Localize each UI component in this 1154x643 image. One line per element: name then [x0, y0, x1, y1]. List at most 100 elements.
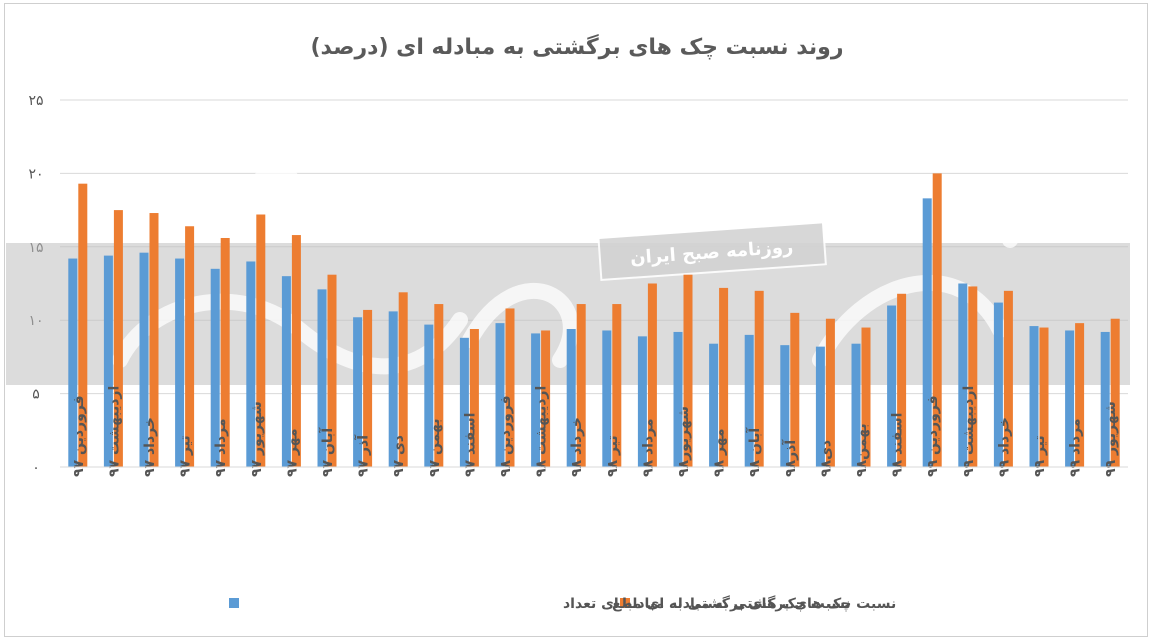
bar-series-1: [754, 290, 764, 467]
bar-series-0: [709, 343, 719, 467]
x-tick-label: تیر ۹۸: [605, 435, 621, 477]
x-tick-label: فروردین ۹۹: [925, 395, 941, 477]
bar-series-0: [993, 302, 1003, 467]
bar-series-0: [887, 305, 897, 467]
bar-series-1: [291, 235, 301, 467]
bar-series-0: [602, 330, 612, 467]
bar-series-1: [719, 287, 729, 467]
x-tick-label: خرداد ۹۸: [569, 417, 585, 477]
x-tick-label: تیر ۹۹: [1032, 435, 1048, 477]
x-tick-label: اسفند ۹۷: [462, 413, 478, 477]
bar-series-1: [220, 237, 230, 467]
bar-series-1: [1039, 327, 1049, 467]
legend-swatch-series-1: [620, 598, 630, 608]
bar-series-1: [363, 309, 373, 467]
x-tick-label: اردیبهشت ۹۸: [534, 386, 550, 477]
bar-series-1: [398, 292, 408, 467]
x-tick-label: اسفند ۹۸: [890, 413, 906, 477]
bar-series-1: [1003, 290, 1013, 467]
bar-series-1: [469, 329, 479, 467]
bar-series-0: [780, 345, 790, 467]
x-tick-label: دی ۹۷: [391, 435, 407, 477]
bar-series-0: [673, 331, 683, 467]
bars: [68, 173, 1120, 467]
bar-series-0: [175, 258, 185, 467]
x-tick-label: فروردین ۹۷: [71, 395, 87, 477]
legend-label-series-1: نسبت چک های برگشتی به مبادله ای مبلغ: [612, 595, 896, 612]
y-tick-label: ۰: [32, 460, 40, 476]
bar-series-1: [185, 226, 195, 467]
x-tick-label: شهریور۹۸: [676, 406, 692, 477]
bar-series-1: [932, 173, 942, 467]
bar-series-0: [922, 198, 932, 467]
bar-series-0: [68, 258, 78, 467]
y-tick-label: ۲۵: [28, 93, 43, 109]
bar-series-0: [1100, 331, 1110, 467]
bar-series-0: [353, 317, 363, 467]
bar-series-1: [861, 327, 871, 467]
x-tick-label: مهر ۹۸: [712, 428, 728, 477]
bar-series-1: [256, 214, 266, 467]
x-tick-label: بهمن ۹۷: [427, 419, 443, 477]
bar-series-1: [78, 183, 88, 467]
bar-series-0: [1029, 326, 1039, 467]
bar-series-0: [495, 323, 505, 467]
x-tick-label: دی۹۸: [818, 440, 834, 477]
chart-title: روند نسبت چک های برگشتی به مبادله ای (در…: [310, 33, 843, 60]
bar-series-1: [327, 274, 337, 467]
bar-series-1: [149, 213, 159, 467]
bar-series-1: [612, 304, 622, 467]
bar-series-0: [531, 333, 541, 467]
bar-series-0: [1065, 330, 1075, 467]
x-tick-label: بهمن۹۸: [854, 423, 870, 477]
bar-series-1: [113, 210, 123, 467]
bar-series-0: [210, 268, 220, 467]
bar-series-0: [317, 289, 327, 467]
x-axis: فروردین ۹۷ اردیبهشت ۹۷ خرداد ۹۷ تیر ۹۷ مرداد…: [60, 386, 1128, 477]
bar-series-1: [790, 312, 800, 467]
bar-series-0: [246, 261, 256, 467]
bar-series-1: [505, 308, 515, 467]
bar-series-1: [825, 318, 835, 467]
x-tick-label: آذر ۹۷: [354, 434, 372, 477]
bar-series-1: [647, 283, 657, 467]
y-tick-label: ۵: [32, 387, 40, 403]
x-tick-label: تیر ۹۷: [178, 435, 194, 477]
x-tick-label: آبان ۹۸: [745, 427, 763, 477]
bar-series-1: [541, 330, 551, 467]
bar-series-0: [637, 336, 647, 467]
x-tick-label: مرداد ۹۹: [1068, 418, 1084, 477]
bar-series-1: [968, 286, 978, 467]
bar-series-0: [459, 337, 469, 467]
bar-series-0: [139, 252, 149, 467]
watermark-label-box: [597, 221, 827, 282]
bar-series-1: [1110, 318, 1120, 467]
x-tick-label: شهریور ۹۷: [249, 401, 265, 477]
bar-series-0: [424, 324, 434, 467]
bar-series-1: [1075, 323, 1085, 467]
bar-series-0: [388, 311, 398, 467]
legend: نسبت چک های برگشتی به مبادله ای مبلغ نسب…: [229, 595, 896, 612]
x-tick-label: مرداد ۹۸: [640, 418, 656, 477]
bar-series-0: [815, 346, 825, 467]
x-tick-label: اردیبهشت ۹۷: [106, 386, 122, 477]
bar-series-0: [103, 255, 113, 467]
x-tick-label: مرداد ۹۷: [213, 418, 229, 477]
y-tick-label: ۲۰: [28, 166, 43, 182]
legend-label-series-0: نسبت چک های برگشتی به مبادله ای تعداد: [563, 595, 851, 612]
bar-series-1: [683, 274, 693, 467]
x-tick-label: فروردین ۹۸: [498, 395, 514, 477]
bar-series-1: [897, 293, 907, 467]
legend-swatch-series-0: [229, 598, 239, 608]
x-tick-label: اردیبهشت ۹۹: [961, 386, 977, 477]
bar-series-1: [434, 304, 444, 467]
bar-series-0: [851, 343, 861, 467]
x-tick-label: آذر۹۸: [781, 439, 799, 477]
x-tick-label: خرداد ۹۹: [996, 417, 1012, 477]
x-tick-label: مهر ۹۷: [284, 428, 300, 477]
x-tick-label: خرداد ۹۷: [142, 417, 158, 477]
bar-series-0: [744, 334, 754, 467]
bar-series-1: [576, 304, 586, 467]
bar-series-0: [566, 329, 576, 467]
